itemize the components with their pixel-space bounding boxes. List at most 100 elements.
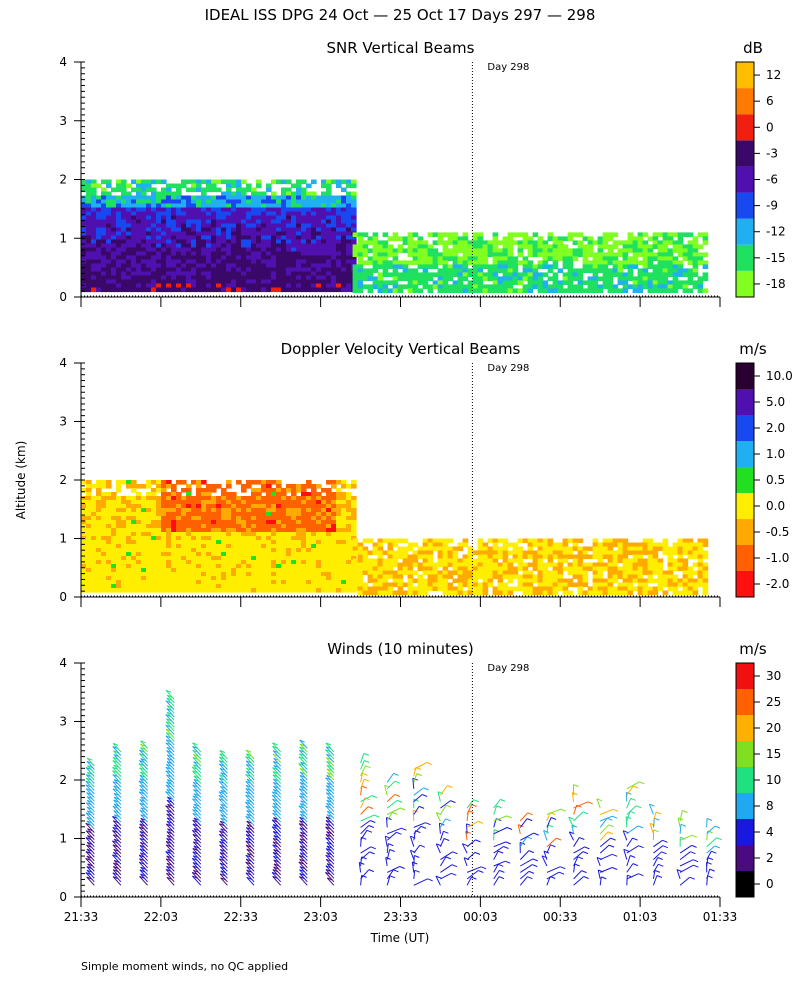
heatmap-cell	[647, 252, 654, 257]
heatmap-cell	[552, 586, 559, 592]
heatmap-cell	[447, 288, 454, 293]
heatmap-cell	[131, 267, 137, 273]
heatmap-cell	[652, 546, 659, 552]
heatmap-cell	[241, 235, 247, 241]
heatmap-cell	[622, 272, 629, 277]
heatmap-cell	[336, 480, 342, 485]
heatmap-cell	[111, 500, 117, 505]
heatmap-cell	[146, 251, 152, 257]
heatmap-cell	[126, 275, 132, 281]
heatmap-cell	[276, 584, 282, 589]
heatmap-cell	[326, 251, 332, 257]
heatmap-cell	[697, 546, 704, 552]
heatmap-cell	[527, 288, 534, 293]
heatmap-cell	[111, 207, 117, 213]
heatmap-cell	[702, 240, 709, 245]
heatmap-cell	[281, 572, 287, 577]
heatmap-cell	[286, 283, 292, 289]
heatmap-cell	[161, 500, 167, 505]
heatmap-cell	[106, 195, 112, 201]
heatmap-cell	[126, 584, 132, 589]
heatmap-cell	[527, 578, 534, 584]
heatmap-cell	[111, 243, 117, 249]
heatmap-cell	[271, 215, 277, 221]
heatmap-cell	[276, 580, 282, 585]
heatmap-cell	[246, 516, 252, 521]
heatmap-cell	[642, 272, 649, 277]
heatmap-cell	[331, 548, 337, 553]
heatmap-cell	[96, 275, 102, 281]
heatmap-cell	[632, 284, 639, 289]
heatmap-cell	[362, 260, 369, 265]
heatmap-cell	[221, 500, 227, 505]
heatmap-cell	[191, 520, 197, 525]
heatmap-cell	[276, 568, 282, 573]
heatmap-cell	[627, 546, 634, 552]
heatmap-cell	[407, 244, 414, 249]
heatmap-cell	[256, 183, 262, 189]
heatmap-cell	[281, 584, 287, 589]
heatmap-cell	[597, 252, 604, 257]
heatmap-cell	[226, 279, 232, 285]
heatmap-cell	[447, 248, 454, 253]
heatmap-cell	[221, 508, 227, 513]
heatmap-cell	[667, 570, 674, 576]
heatmap-cell	[672, 562, 679, 568]
heatmap-cell	[281, 528, 287, 533]
heatmap-cell	[592, 582, 599, 588]
heatmap-cell	[652, 558, 659, 564]
heatmap-cell	[487, 284, 494, 289]
heatmap-cell	[357, 268, 364, 273]
heatmap-cell	[96, 576, 102, 581]
heatmap-cell	[497, 550, 504, 556]
heatmap-cell	[201, 207, 207, 213]
heatmap-cell	[372, 562, 379, 568]
heatmap-cell	[412, 280, 419, 285]
heatmap-cell	[602, 566, 609, 572]
heatmap-cell	[667, 272, 674, 277]
heatmap-cell	[131, 552, 137, 557]
heatmap-cell	[321, 243, 327, 249]
heatmap-cell	[672, 586, 679, 592]
heatmap-cell	[156, 480, 162, 485]
wind-barb	[85, 777, 95, 788]
heatmap-cell	[171, 199, 177, 205]
heatmap-cell	[492, 550, 499, 556]
heatmap-cell	[557, 280, 564, 285]
heatmap-cell	[161, 207, 167, 213]
heatmap-cell	[256, 179, 262, 185]
heatmap-cell	[161, 580, 167, 585]
heatmap-cell	[592, 590, 599, 596]
heatmap-cell	[136, 548, 142, 553]
heatmap-cell	[331, 283, 337, 289]
heatmap-cell	[467, 252, 474, 257]
heatmap-cell	[607, 590, 614, 596]
heatmap-cell	[186, 540, 192, 545]
heatmap-cell	[697, 244, 704, 249]
heatmap-cell	[91, 243, 97, 249]
heatmap-cell	[206, 588, 212, 593]
heatmap-cell	[301, 576, 307, 581]
heatmap-cell	[316, 231, 322, 237]
heatmap-cell	[86, 271, 92, 277]
heatmap-cell	[216, 576, 222, 581]
heatmap-cell	[311, 195, 317, 201]
heatmap-cell	[271, 588, 277, 593]
heatmap-cell	[542, 578, 549, 584]
heatmap-cell	[246, 532, 252, 537]
heatmap-cell	[211, 580, 217, 585]
heatmap-cell	[572, 538, 579, 544]
heatmap-cell	[642, 550, 649, 556]
heatmap-cell	[141, 227, 147, 233]
wind-barb	[113, 750, 122, 760]
heatmap-cell	[241, 500, 247, 505]
heatmap-cell	[311, 532, 317, 537]
heatmap-cell	[432, 272, 439, 277]
heatmap-cell	[241, 524, 247, 529]
heatmap-cell	[166, 496, 172, 501]
heatmap-cell	[316, 492, 322, 497]
heatmap-cell	[211, 520, 217, 525]
heatmap-cell	[417, 264, 424, 269]
heatmap-cell	[236, 552, 242, 557]
heatmap-cell	[647, 566, 654, 572]
